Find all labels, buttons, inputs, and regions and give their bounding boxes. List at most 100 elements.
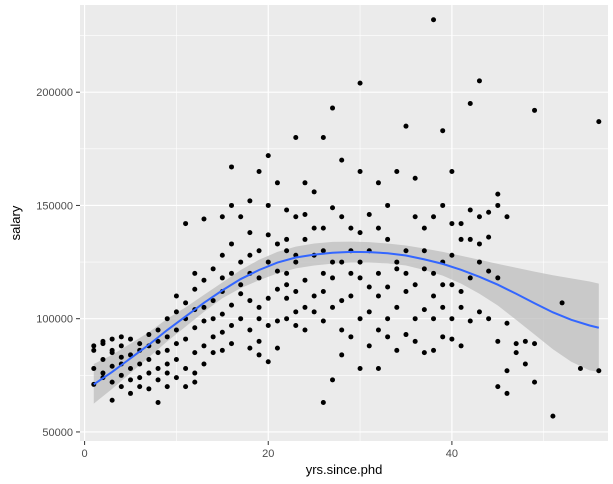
data-point (201, 277, 207, 283)
data-point (532, 107, 538, 113)
data-point (559, 300, 565, 306)
data-point (238, 291, 244, 297)
data-point (522, 361, 528, 367)
data-point (412, 282, 418, 288)
data-point (412, 316, 418, 322)
data-point (467, 236, 473, 242)
data-point (284, 248, 290, 254)
data-point (348, 334, 354, 340)
data-point (238, 259, 244, 265)
data-point (495, 191, 501, 197)
data-point (256, 316, 262, 322)
data-point (458, 304, 464, 310)
data-point (504, 214, 510, 220)
data-point (173, 341, 179, 347)
data-point (265, 232, 271, 238)
data-point (467, 275, 473, 281)
data-point (330, 105, 336, 111)
data-point (458, 221, 464, 227)
data-point (265, 322, 271, 328)
data-point (256, 248, 262, 254)
data-point (219, 252, 225, 258)
data-point (183, 336, 189, 342)
data-point (284, 316, 290, 322)
data-point (577, 366, 583, 372)
data-point (431, 214, 437, 220)
data-point (128, 366, 134, 372)
data-point (339, 327, 345, 333)
data-point (412, 338, 418, 344)
data-point (357, 259, 363, 265)
data-point (486, 209, 492, 215)
data-point (146, 332, 152, 338)
data-point (431, 316, 437, 322)
data-point (357, 366, 363, 372)
data-point (302, 277, 308, 283)
data-point (164, 361, 170, 367)
data-point (109, 336, 115, 342)
data-point (192, 286, 198, 292)
data-point (274, 241, 280, 247)
data-point (421, 266, 427, 272)
data-point (109, 363, 115, 369)
data-point (504, 368, 510, 374)
data-point (311, 225, 317, 231)
y-tick-label: 200000 (36, 87, 73, 99)
data-point (431, 347, 437, 353)
data-point (183, 366, 189, 372)
data-point (238, 214, 244, 220)
data-point (357, 275, 363, 281)
data-point (229, 241, 235, 247)
data-point (146, 386, 152, 392)
data-point (173, 309, 179, 315)
data-point (357, 168, 363, 174)
data-point (348, 270, 354, 276)
data-point (219, 347, 225, 353)
data-point (100, 370, 106, 376)
data-point (320, 270, 326, 276)
data-point (128, 377, 134, 383)
data-point (532, 379, 538, 385)
data-point (210, 266, 216, 272)
data-point (247, 230, 253, 236)
data-point (320, 289, 326, 295)
data-point (256, 338, 262, 344)
data-point (201, 361, 207, 367)
data-point (467, 207, 473, 213)
smooth-line-layer (93, 250, 600, 386)
data-point (476, 214, 482, 220)
data-point (109, 347, 115, 353)
data-point (504, 390, 510, 396)
data-point (137, 361, 143, 367)
data-point (247, 298, 253, 304)
data-point (421, 225, 427, 231)
data-point (431, 270, 437, 276)
data-point (137, 375, 143, 381)
data-point (440, 202, 446, 208)
data-point (192, 379, 198, 385)
data-point (164, 384, 170, 390)
data-point (366, 309, 372, 315)
data-point (146, 356, 152, 362)
data-point (375, 366, 381, 372)
data-point (201, 216, 207, 222)
data-point (100, 356, 106, 362)
data-point (440, 128, 446, 134)
data-point (449, 282, 455, 288)
data-point (550, 413, 556, 419)
data-point (293, 214, 299, 220)
data-point (421, 307, 427, 313)
data-point (458, 236, 464, 242)
data-point (256, 275, 262, 281)
data-point (476, 259, 482, 265)
data-point (394, 168, 400, 174)
data-point (311, 189, 317, 195)
data-point (192, 370, 198, 376)
data-point (229, 164, 235, 170)
data-point (449, 221, 455, 227)
data-point (173, 327, 179, 333)
data-point (394, 347, 400, 353)
data-point (403, 248, 409, 254)
data-point (229, 302, 235, 308)
data-point (339, 259, 345, 265)
